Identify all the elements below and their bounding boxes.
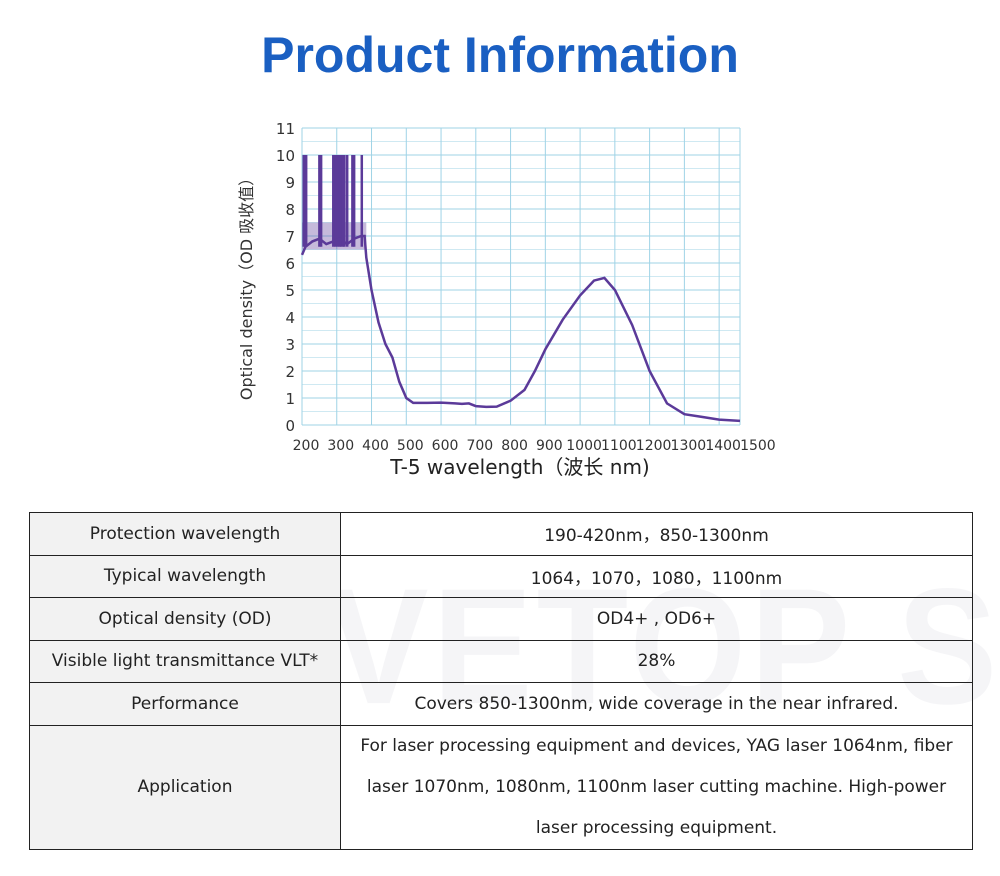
x-tick-label: 1300 — [671, 438, 707, 454]
spec-value: For laser processing equipment and devic… — [340, 724, 973, 850]
od-chart: 200 300 400 500 600 700 800 900 1000 1100 1200 1300… — [237, 120, 776, 479]
table-row: Performance Covers 850-1300nm, wide cover… — [29, 682, 973, 726]
spec-value: 190-420nm，850-1300nm — [340, 512, 973, 556]
table-row: Protection wavelength 190-420nm，850-1300n… — [29, 512, 973, 556]
table-row: Visible light transmittance VLT* 28% — [29, 639, 973, 683]
spec-value: 28% — [340, 639, 973, 683]
y-tick-label: 1 — [285, 390, 295, 408]
x-tick-label: 1500 — [740, 438, 776, 454]
x-tick-label: 800 — [501, 438, 528, 454]
chart-grid — [301, 127, 741, 426]
page-title: Product Information — [261, 27, 739, 83]
spec-value: OD4+ , OD6+ — [340, 597, 973, 641]
table-row: Typical wavelength 1064，1070，1080，1100nm — [29, 554, 973, 598]
spec-label: Visible light transmittance VLT* — [29, 639, 341, 683]
noise-region — [302, 155, 367, 250]
x-tick-label: 1100 — [601, 438, 637, 454]
table-row: Optical density (OD) OD4+ , OD6+ — [29, 597, 973, 641]
spec-value: 1064，1070，1080，1100nm — [340, 554, 973, 598]
x-axis-label: T-5 wavelength（波长 nm) — [389, 455, 650, 479]
y-tick-label: 6 — [285, 255, 295, 273]
chart-ticks: 200 300 400 500 600 700 800 900 1000 1100 1200 1300… — [276, 120, 776, 454]
spec-table: Protection wavelength 190-420nm，850-1300n… — [29, 512, 973, 850]
x-tick-label: 200 — [293, 438, 320, 454]
x-tick-label: 300 — [327, 438, 354, 454]
od-curve — [300, 234, 741, 423]
spec-value: Covers 850-1300nm, wide coverage in the … — [340, 682, 973, 726]
y-tick-label: 7 — [285, 228, 295, 246]
x-tick-label: 1400 — [705, 438, 741, 454]
x-tick-label: 1000 — [566, 438, 602, 454]
spec-label: Performance — [29, 682, 341, 726]
y-tick-label: 2 — [285, 363, 295, 381]
x-tick-label: 700 — [466, 438, 493, 454]
y-tick-label: 4 — [285, 309, 295, 327]
spec-label: Application — [29, 724, 341, 850]
spec-label: Typical wavelength — [29, 554, 341, 598]
y-tick-label: 5 — [285, 282, 295, 300]
spec-label: Optical density (OD) — [29, 597, 341, 641]
x-tick-label: 1200 — [636, 438, 672, 454]
x-tick-label: 400 — [362, 438, 389, 454]
y-tick-label: 9 — [285, 174, 295, 192]
y-tick-label: 3 — [285, 336, 295, 354]
x-tick-label: 900 — [536, 438, 563, 454]
spec-label: Protection wavelength — [29, 512, 341, 556]
x-tick-label: 500 — [397, 438, 424, 454]
table-row: Application For laser processing equipmen… — [29, 724, 973, 850]
y-axis-label: Optical density（OD 吸收值） — [237, 170, 256, 400]
x-tick-label: 600 — [432, 438, 459, 454]
y-tick-label: 11 — [276, 120, 295, 138]
y-tick-label: 10 — [276, 147, 295, 165]
y-tick-label: 0 — [285, 417, 295, 435]
y-tick-label: 8 — [285, 201, 295, 219]
